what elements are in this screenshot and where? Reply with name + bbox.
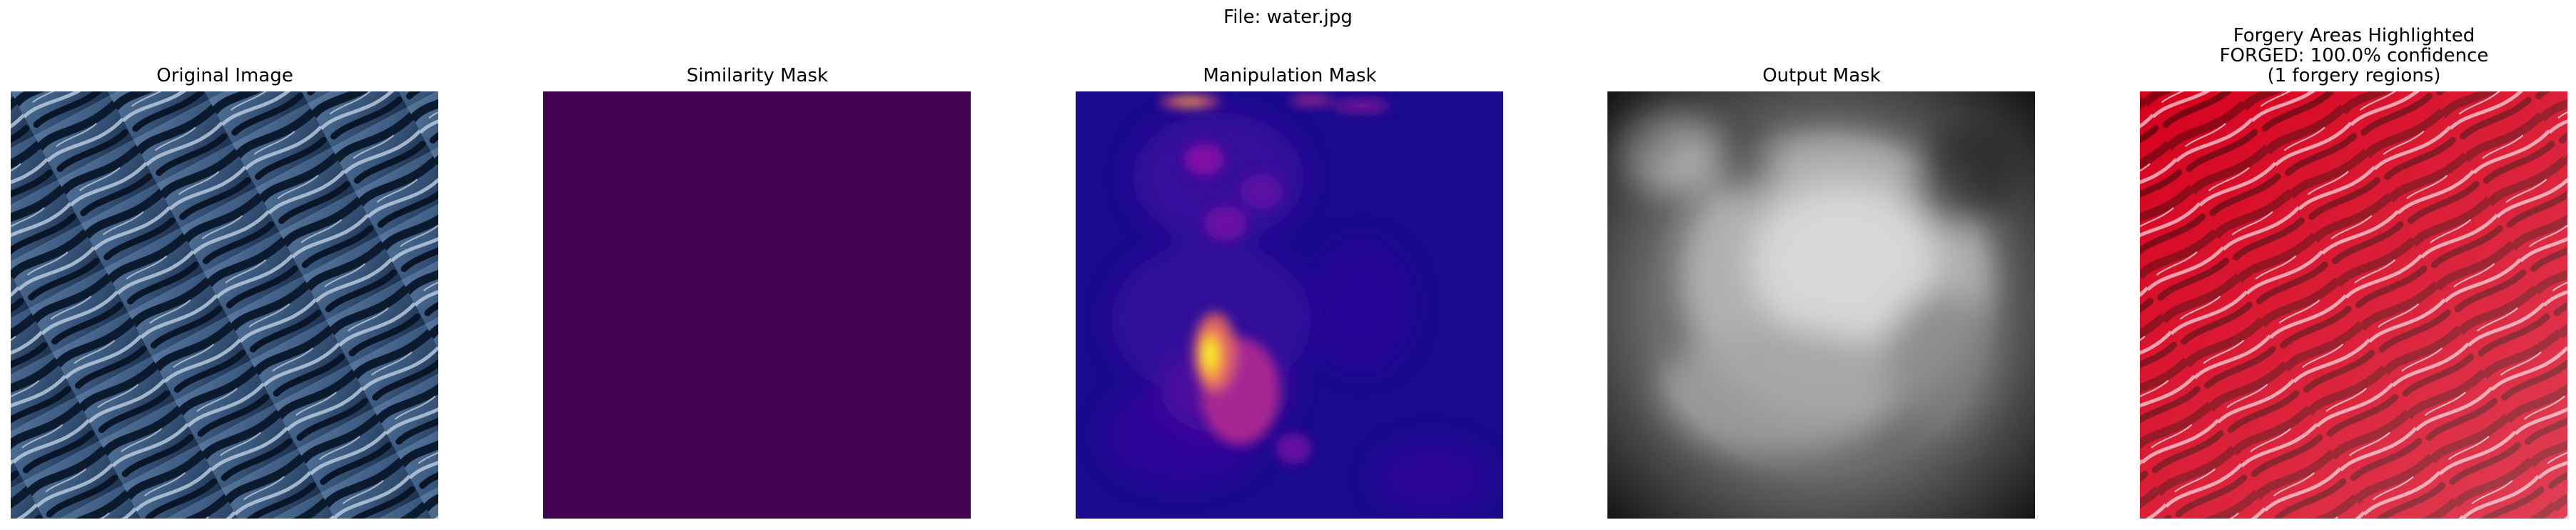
output-mask-graphic xyxy=(1607,91,2035,519)
panel-title-forgery-line-3: (1 forgery regions) xyxy=(2267,65,2441,86)
similarity-mask-graphic xyxy=(543,91,971,519)
manipulation-mask-graphic xyxy=(1076,91,1503,519)
panel-title-original: Original Image xyxy=(156,65,293,86)
panel-title-similarity: Similarity Mask xyxy=(686,65,829,86)
manipulation-mask xyxy=(1076,91,1503,519)
panel-title-forgery-line-2: FORGED: 100.0% confidence xyxy=(2219,45,2489,66)
similarity-mask xyxy=(543,91,971,519)
panel-title-output: Output Mask xyxy=(1762,65,1881,86)
original-image xyxy=(11,91,438,519)
panel-title-forgery-line-1: Forgery Areas Highlighted xyxy=(2233,25,2475,46)
output-mask xyxy=(1607,91,2035,519)
panel-title-forgery: Forgery Areas Highlighted FORGED: 100.0%… xyxy=(2140,26,2568,86)
forgery-highlight xyxy=(2140,91,2567,519)
panel-title-manipulation: Manipulation Mask xyxy=(1203,65,1377,86)
original-image-graphic xyxy=(11,91,438,519)
figure-title: File: water.jpg xyxy=(1223,6,1353,28)
forgery-highlight-graphic xyxy=(2140,91,2567,519)
